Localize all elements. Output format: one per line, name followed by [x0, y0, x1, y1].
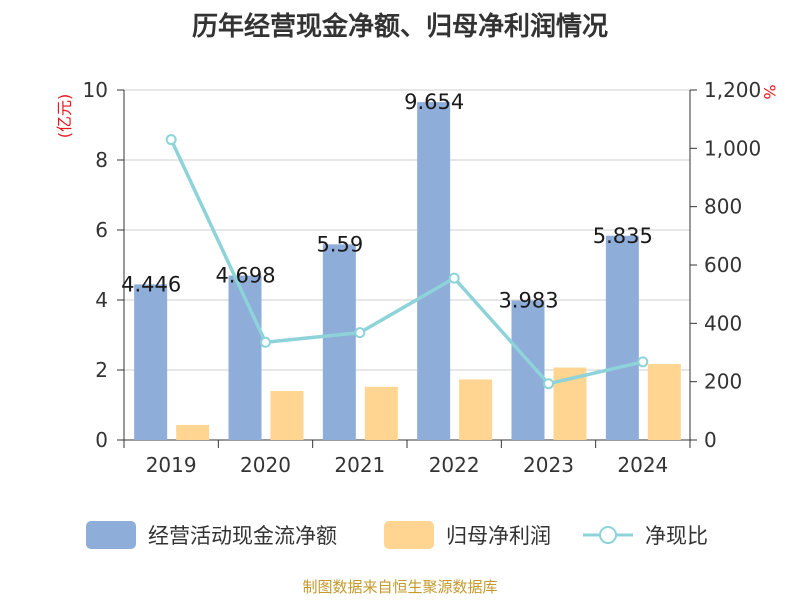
ratio-point: [637, 356, 649, 368]
y-left-unit: (亿元): [55, 94, 74, 139]
ratio-point: [543, 378, 554, 390]
ratio-line: [169, 138, 644, 386]
data-label-ocf: 3.983: [498, 289, 558, 313]
y-left-tick-label: 6: [95, 218, 108, 242]
legend-label-ratio: 净现比: [645, 524, 708, 548]
x-tick-label: 2019: [146, 453, 197, 477]
x-tick-label: 2024: [617, 453, 668, 477]
y-right-tick-label: 1,200: [704, 78, 761, 102]
bar-profit: [647, 364, 681, 440]
x-tick-label: 2020: [240, 453, 291, 477]
y-right-tick-label: 1,000: [704, 136, 761, 160]
chart-title: 历年经营现金净额、归母净利润情况: [191, 12, 608, 42]
y-right-unit: %: [760, 84, 779, 99]
y-right-tick-label: 200: [704, 370, 742, 394]
ratio-point: [354, 327, 366, 339]
bar-ocf: [511, 300, 545, 440]
legend-swatch-ocf: [86, 521, 136, 549]
x-tick-label: 2023: [523, 453, 574, 477]
data-label-ocf: 9.654: [404, 90, 464, 114]
bar-profit: [270, 391, 304, 440]
y-left-tick-label: 0: [95, 428, 108, 452]
bar-ocf: [228, 275, 262, 440]
legend-marker-ratio: [599, 526, 617, 544]
ratio-point: [165, 134, 177, 146]
bar-ocf: [605, 235, 639, 440]
y-left-tick-label: 8: [95, 148, 108, 172]
y-left-tick-label: 10: [83, 78, 108, 102]
y-right-tick-label: 400: [704, 311, 742, 335]
bar-profit: [176, 424, 210, 440]
y-left-tick-label: 4: [95, 288, 108, 312]
legend-label-profit: 归母净利润: [446, 524, 551, 548]
source-note: 制图数据来自恒生聚源数据库: [302, 578, 497, 596]
legend-swatch-profit: [384, 521, 434, 549]
x-tick-label: 2021: [334, 453, 385, 477]
y-left-tick-label: 2: [95, 358, 108, 382]
legend-label-ocf: 经营活动现金流净额: [148, 524, 337, 548]
x-tick-label: 2022: [429, 453, 480, 477]
y-right-tick-label: 0: [704, 428, 717, 452]
bar-ocf: [322, 244, 356, 440]
data-label-ocf: 4.446: [121, 272, 181, 296]
bar-ocf: [417, 102, 451, 441]
bar-profit: [459, 379, 493, 440]
bar-profit: [364, 386, 398, 440]
data-label-ocf: 5.59: [316, 232, 363, 256]
y-right-tick-label: 800: [704, 195, 742, 219]
ratio-point: [260, 336, 271, 348]
data-label-ocf: 5.835: [593, 224, 653, 248]
bar-ocf: [134, 284, 168, 440]
y-right-tick-label: 600: [704, 253, 742, 277]
ratio-point: [448, 272, 460, 284]
data-label-ocf: 4.698: [215, 264, 275, 288]
